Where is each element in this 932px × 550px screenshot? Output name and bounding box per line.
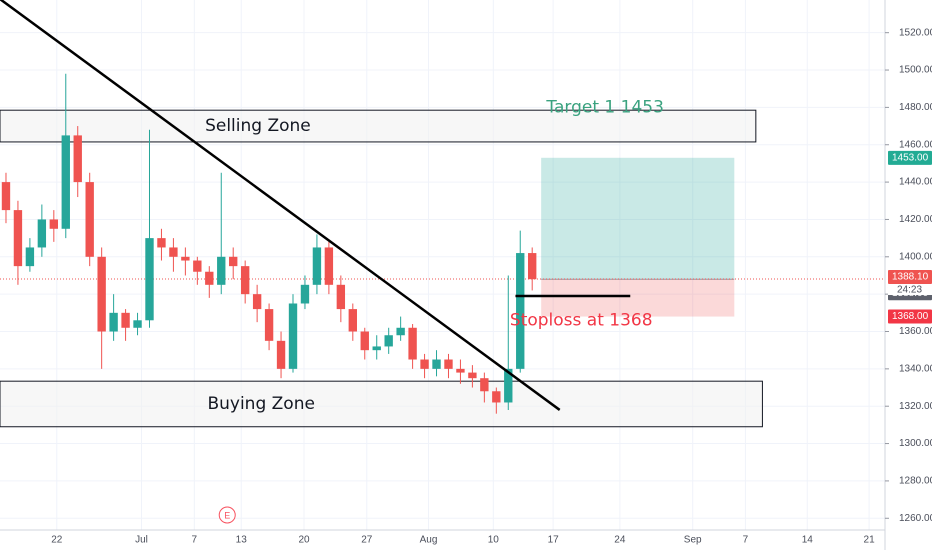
candle-body	[516, 253, 525, 369]
candle-body	[145, 238, 154, 321]
candle-body	[276, 340, 286, 369]
countdown-bg	[888, 285, 932, 296]
y-tick-label: 1440.00	[899, 177, 932, 188]
candle-body	[49, 219, 59, 229]
candle-body	[372, 346, 381, 351]
y-tick-label: 1480.00	[899, 102, 932, 113]
candle-body	[264, 309, 274, 341]
y-tick-label: 1340.00	[899, 363, 932, 374]
candle-body	[205, 271, 214, 285]
y-tick-label: 1260.00	[899, 513, 932, 524]
candle-body	[480, 378, 489, 392]
candle-body	[109, 312, 118, 332]
x-tick-label: Jul	[135, 535, 148, 546]
candle-body	[468, 372, 477, 379]
zone-box	[0, 380, 763, 428]
candle-body	[456, 368, 465, 373]
candle-body	[240, 266, 250, 295]
x-tick-label: 7	[192, 535, 198, 546]
candle-body	[444, 359, 453, 369]
price-tag-label: 1388.10	[892, 272, 929, 283]
candle-body	[193, 260, 202, 272]
candle-body	[312, 247, 322, 285]
candle-body	[384, 335, 393, 347]
candle-body	[528, 253, 537, 280]
candle-body	[97, 256, 106, 332]
x-tick-label: 24	[614, 535, 626, 546]
candle-body	[504, 368, 513, 403]
candle-body	[396, 327, 405, 336]
x-tick-label: 20	[298, 535, 310, 546]
stop-area	[541, 279, 735, 317]
candle-body	[13, 210, 23, 267]
x-tick-label: Aug	[420, 535, 438, 546]
y-tick-label: 1300.00	[899, 438, 932, 449]
y-tick-label: 1460.00	[899, 139, 932, 150]
y-tick-label: 1320.00	[899, 401, 932, 412]
candle-body	[121, 312, 130, 328]
x-tick-label: 7	[743, 535, 749, 546]
candle-body	[300, 284, 310, 304]
candle-body	[324, 247, 334, 285]
candle-body	[1, 182, 11, 211]
candle-body	[61, 135, 70, 229]
x-tick-label: 21	[864, 535, 876, 546]
x-tick-label: Sep	[684, 535, 702, 546]
candle-body	[432, 359, 441, 369]
candle-body	[169, 247, 178, 257]
zone-box	[0, 109, 757, 143]
price-tag-label: 1368.00	[892, 311, 929, 322]
y-tick-label: 1280.00	[899, 476, 932, 487]
target-area	[541, 157, 735, 280]
trendline	[0, 0, 561, 411]
y-tick-label: 1500.00	[899, 65, 932, 76]
candle-body	[252, 294, 262, 310]
candle-body	[181, 256, 190, 261]
y-tick-label: 1400.00	[899, 251, 932, 262]
candle-body	[133, 320, 142, 328]
x-tick-label: 10	[488, 535, 500, 546]
candle-body	[420, 359, 429, 369]
candle-body	[348, 309, 357, 332]
candle-body	[492, 391, 501, 403]
price-tag	[888, 150, 932, 165]
earnings-icon	[218, 506, 236, 524]
price-tag-label: 1453.00	[892, 152, 929, 163]
countdown: 24:23	[897, 285, 922, 296]
candle-body	[157, 238, 166, 248]
x-tick-label: 17	[548, 535, 560, 546]
candle-body	[336, 284, 346, 310]
candle-body	[73, 135, 82, 183]
candle-body	[37, 219, 47, 248]
candle-body	[229, 256, 238, 267]
x-tick-label: 22	[51, 535, 63, 546]
x-tick-label: 13	[236, 535, 248, 546]
price-tag	[888, 309, 932, 324]
y-tick-label: 1360.00	[899, 326, 932, 337]
candle-body	[408, 327, 417, 360]
candle-body	[217, 256, 226, 285]
annotation: Target 1 1453	[545, 97, 663, 117]
candle-body	[360, 331, 369, 351]
x-tick-label: 14	[802, 535, 814, 546]
zone-label: Selling Zone	[205, 116, 311, 136]
candle-body	[25, 247, 35, 267]
earnings-label: E	[224, 510, 230, 520]
candle-body	[85, 182, 94, 257]
x-tick-label: 27	[361, 535, 373, 546]
y-tick-label: 1520.00	[899, 27, 932, 38]
candle-body	[288, 303, 298, 369]
annotation: Stoploss at 1368	[510, 310, 653, 330]
y-tick-label: 1420.00	[899, 214, 932, 225]
zone-label: Buying Zone	[207, 394, 314, 414]
price-tag	[888, 270, 932, 285]
